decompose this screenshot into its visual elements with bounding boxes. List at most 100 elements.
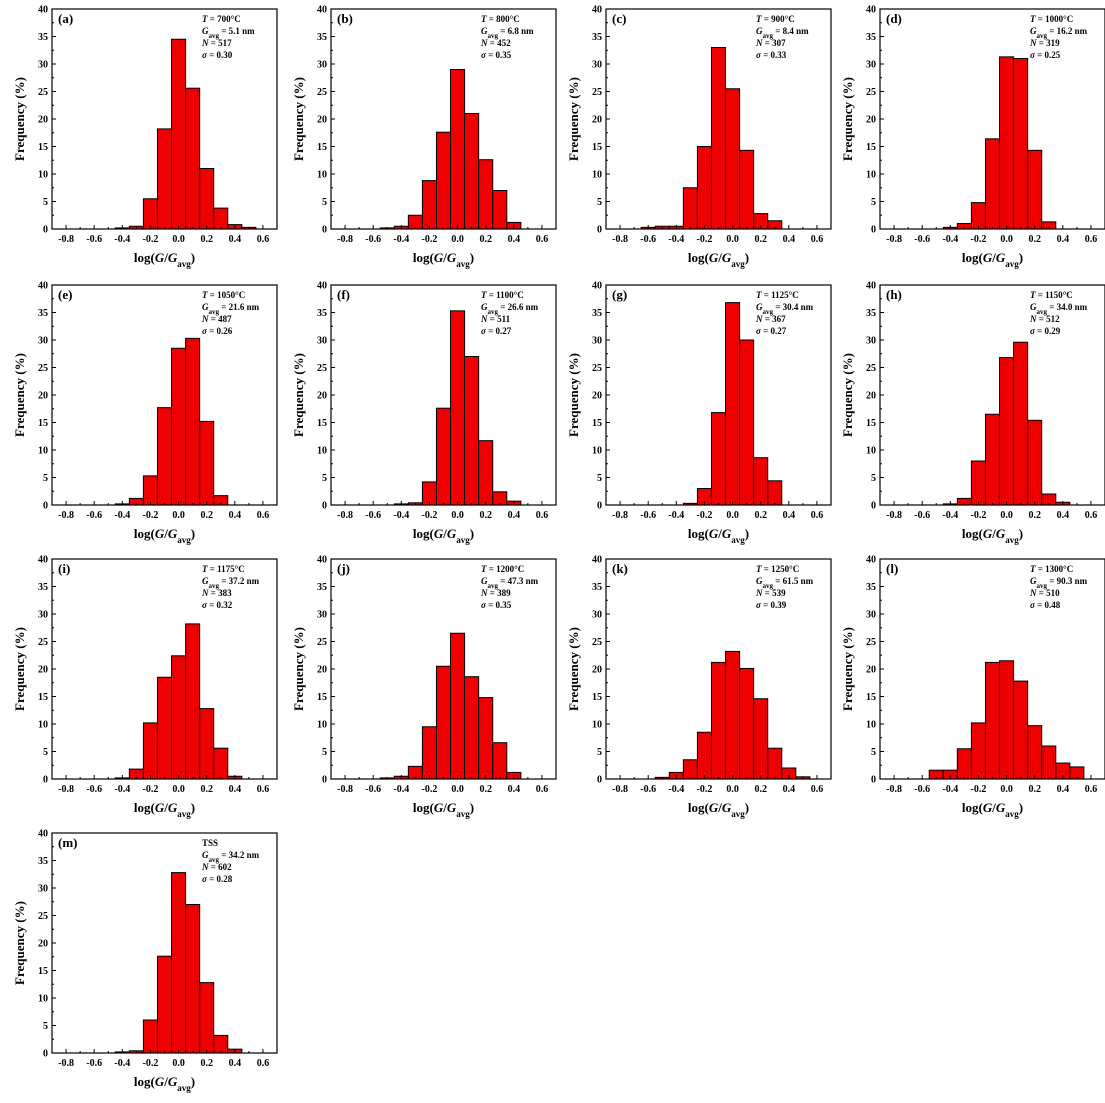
panel-info-line: Gavg = 21.6 nm	[202, 302, 260, 316]
y-tick-label: 25	[866, 363, 876, 374]
panel-info-line: Gavg = 90.3 nm	[1030, 576, 1088, 590]
x-tick-label: -0.8	[886, 510, 902, 521]
histogram-panel: 0 5 10 15 20 25 30 35 40 -0.8 -0.6 -0.4 -0.2 0.0 0.2 0.…	[840, 5, 1105, 269]
x-axis-title: log(G/Gavg)	[962, 526, 1023, 545]
x-tick-label: 0.4	[783, 510, 796, 521]
y-tick-label: 10	[592, 170, 602, 181]
x-tick-label: -0.8	[337, 784, 353, 795]
histogram-bar	[213, 207, 229, 230]
panel-info-line: TSS	[202, 838, 218, 848]
y-tick-label: 25	[317, 363, 327, 374]
x-tick-label: 0.0	[726, 784, 739, 795]
panel-info-line: σ = 0.30	[202, 50, 233, 60]
y-tick-label: 0	[597, 775, 602, 786]
y-tick-label: 0	[871, 501, 876, 512]
y-tick-label: 10	[38, 170, 48, 181]
y-tick-label: 40	[38, 555, 48, 566]
x-tick-label: -0.6	[365, 234, 381, 245]
histogram-bar	[970, 460, 986, 506]
x-axis-title: log(G/Gavg)	[688, 250, 749, 269]
x-tick-label: 0.0	[172, 1058, 185, 1069]
y-tick-label: 35	[38, 582, 48, 593]
y-tick-label: 40	[317, 281, 327, 292]
histogram-bar	[199, 168, 215, 230]
y-tick-label: 25	[592, 87, 602, 98]
y-tick-label: 40	[866, 555, 876, 566]
x-tick-label: -0.8	[58, 234, 74, 245]
x-tick-label: -0.6	[86, 234, 102, 245]
panel-info-line: Gavg = 26.6 nm	[481, 302, 539, 316]
histogram-panel: 0 5 10 15 20 25 30 35 40 -0.8 -0.6 -0.4 -0.2 0.0 0.2 0.…	[291, 281, 557, 545]
histogram-panel: 0 5 10 15 20 25 30 35 40 -0.8 -0.6 -0.4 -0.2 0.0 0.2 0.…	[12, 829, 278, 1093]
x-tick-label: 0.6	[536, 784, 549, 795]
histogram-panel: 0 5 10 15 20 25 30 35 40 -0.8 -0.6 -0.4 -0.2 0.0 0.2 0.…	[840, 281, 1105, 545]
panel-info-line: σ = 0.25	[1030, 50, 1061, 60]
y-tick-label: 5	[43, 747, 48, 758]
histogram-bar	[464, 113, 480, 230]
histogram-bar	[984, 413, 1001, 506]
x-tick-label: -0.2	[143, 784, 159, 795]
x-tick-label: 0.2	[754, 510, 767, 521]
panel-info-line: T = 1200°C	[481, 564, 524, 574]
y-tick-label: 35	[866, 32, 876, 43]
x-tick-label: -0.2	[971, 784, 987, 795]
y-tick-label: 40	[38, 5, 48, 16]
panel-info-line: σ = 0.33	[756, 50, 787, 60]
x-tick-label: -0.6	[86, 784, 102, 795]
panel-label: (c)	[612, 11, 626, 26]
y-tick-label: 40	[317, 5, 327, 16]
panel-info-line: N = 487	[201, 314, 232, 324]
x-tick-label: 0.0	[451, 510, 464, 521]
histogram-bar	[478, 159, 494, 230]
y-tick-label: 35	[38, 32, 48, 43]
x-tick-label: -0.4	[114, 784, 130, 795]
panel-info-line: σ = 0.26	[202, 326, 233, 336]
panel-label: (d)	[886, 11, 902, 26]
panel-info-line: σ = 0.35	[481, 600, 512, 610]
y-axis-title: Frequency (%)	[566, 77, 581, 161]
y-tick-label: 10	[592, 720, 602, 731]
panel-info-line: T = 900°C	[756, 14, 795, 24]
y-axis-title: Frequency (%)	[840, 77, 855, 161]
x-tick-label: 0.4	[508, 510, 521, 521]
histogram-bar	[450, 69, 466, 230]
histogram-bar	[142, 475, 158, 506]
x-tick-label: -0.6	[86, 1058, 102, 1069]
x-axis-title: log(G/Gavg)	[134, 526, 195, 545]
panel-info-line: T = 700°C	[202, 14, 241, 24]
histogram-bar	[407, 214, 423, 230]
y-tick-label: 5	[322, 747, 327, 758]
y-tick-label: 15	[592, 692, 602, 703]
y-axis-title: Frequency (%)	[291, 353, 306, 437]
x-tick-label: 0.4	[1057, 510, 1070, 521]
x-tick-label: -0.2	[971, 234, 987, 245]
x-axis-title: log(G/Gavg)	[413, 526, 474, 545]
histogram-bar	[696, 146, 712, 230]
histogram-bar	[199, 982, 215, 1054]
y-tick-label: 15	[317, 692, 327, 703]
histogram-bar	[970, 722, 986, 780]
x-tick-label: -0.6	[640, 510, 656, 521]
x-tick-label: -0.4	[393, 234, 409, 245]
x-tick-label: 0.2	[754, 784, 767, 795]
panel-label: (i)	[58, 561, 70, 576]
y-tick-label: 0	[43, 775, 48, 786]
x-tick-label: 0.2	[479, 234, 492, 245]
y-tick-label: 30	[592, 336, 602, 347]
y-tick-label: 30	[317, 60, 327, 71]
panel-info-line: T = 1125°C	[756, 290, 799, 300]
histogram-bar	[142, 722, 158, 780]
histogram-bar	[710, 47, 727, 230]
histogram-bar	[710, 661, 727, 780]
panel-info-line: σ = 0.28	[202, 874, 233, 884]
histogram-bar	[1013, 58, 1029, 230]
histogram-panel: 0 5 10 15 20 25 30 35 40 -0.8 -0.6 -0.4 -0.2 0.0 0.2 0.…	[12, 555, 278, 819]
y-tick-label: 30	[592, 60, 602, 71]
x-tick-label: 0.6	[811, 234, 824, 245]
y-tick-label: 10	[866, 170, 876, 181]
x-tick-label: 0.4	[1057, 784, 1070, 795]
histogram-panel: 0 5 10 15 20 25 30 35 40 -0.8 -0.6 -0.4 -0.2 0.0 0.2 0.…	[566, 281, 832, 545]
x-tick-label: -0.8	[58, 510, 74, 521]
x-tick-label: 0.6	[1085, 234, 1098, 245]
x-tick-label: -0.4	[114, 510, 130, 521]
